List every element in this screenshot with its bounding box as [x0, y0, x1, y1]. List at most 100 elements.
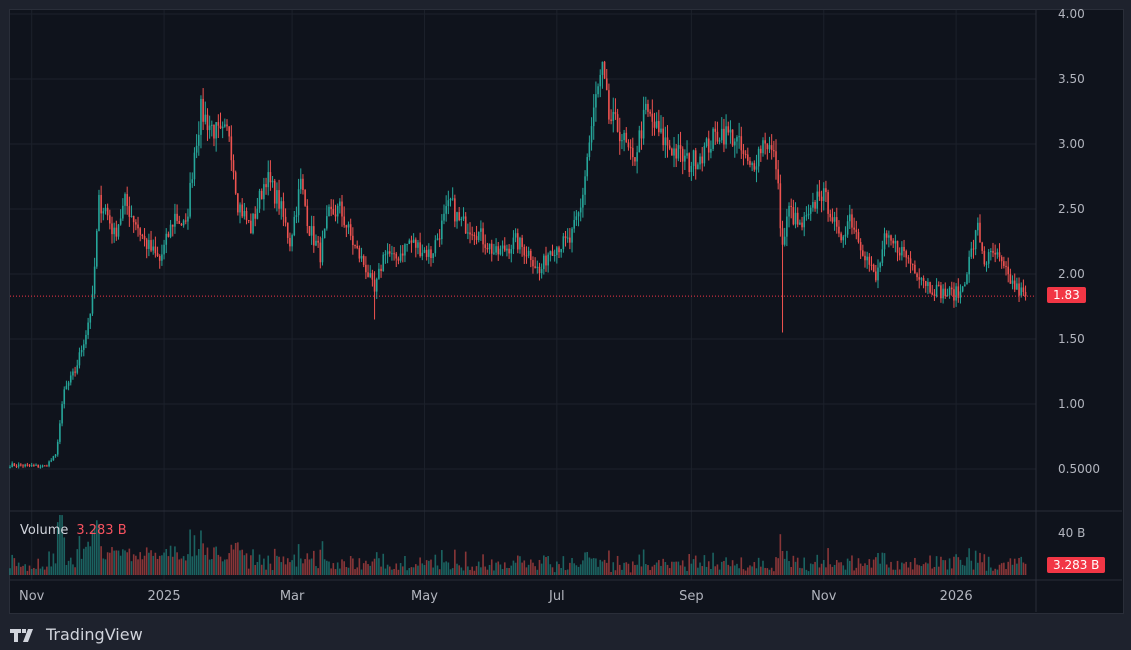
volume-bar — [556, 561, 558, 575]
volume-bar — [395, 563, 398, 575]
volume-bar — [232, 549, 235, 575]
volume-bar — [326, 560, 328, 575]
volume-bar — [67, 560, 70, 575]
candle-body — [1003, 261, 1005, 266]
volume-bar — [145, 547, 148, 575]
candle-body — [330, 206, 332, 210]
candle-body — [154, 246, 157, 254]
volume-bar — [167, 556, 170, 575]
volume-bar — [202, 543, 204, 575]
candle-body — [1018, 283, 1020, 296]
volume-bar — [197, 548, 200, 575]
candle-body — [80, 349, 83, 353]
candle-body — [588, 142, 591, 158]
candle-body — [336, 205, 339, 217]
candle-body — [577, 212, 580, 217]
candle-body — [549, 251, 552, 255]
candle-body — [30, 465, 33, 467]
candle-body — [532, 260, 534, 267]
volume-bar — [56, 522, 59, 575]
candle-body — [76, 365, 79, 373]
candle-body — [265, 184, 267, 188]
volume-bar — [308, 559, 311, 575]
volume-bar — [875, 557, 877, 575]
volume-bar — [749, 565, 751, 575]
candle-body — [165, 233, 168, 245]
volume-bar — [671, 561, 673, 575]
candle-body — [50, 460, 53, 462]
candle-body — [425, 249, 428, 257]
candle-body — [458, 212, 460, 221]
tradingview-logo[interactable]: TradingView — [10, 625, 143, 644]
volume-bar — [729, 566, 732, 575]
volume-bar — [467, 566, 469, 575]
candle-body — [211, 124, 213, 126]
chart-frame[interactable] — [9, 9, 1124, 614]
candle-body — [399, 253, 402, 261]
volume-bar — [299, 558, 302, 575]
candle-body — [651, 113, 654, 122]
volume-bar — [78, 536, 81, 575]
volume-bar — [645, 564, 647, 575]
candle-body — [566, 237, 569, 239]
volume-bar — [284, 564, 287, 575]
volume-bar — [601, 561, 604, 575]
volume-bar — [208, 559, 211, 575]
volume-bar — [174, 546, 176, 575]
candle-body — [503, 245, 506, 251]
volume-bar — [267, 555, 270, 575]
volume-bar — [853, 570, 855, 575]
volume-bar — [184, 560, 187, 575]
candle-body — [332, 209, 335, 215]
candle-body — [729, 129, 732, 133]
volume-bar — [113, 550, 115, 575]
candle-body — [673, 148, 675, 156]
candle-body — [875, 271, 877, 281]
volume-bar — [649, 570, 651, 575]
candle-body — [367, 272, 369, 277]
volume-bar — [343, 561, 345, 575]
candle-body — [369, 273, 372, 277]
candle-body — [920, 278, 923, 280]
volume-bar — [393, 568, 395, 575]
candle-body — [944, 288, 947, 297]
candle-body — [111, 223, 113, 235]
candle-body — [783, 236, 786, 245]
volume-bar — [618, 564, 621, 575]
volume-bar — [33, 567, 35, 575]
volume-bar — [1003, 562, 1005, 575]
candle-body — [911, 263, 914, 265]
volume-bar — [731, 560, 734, 575]
candle-body — [851, 214, 853, 228]
volume-bar — [226, 559, 228, 575]
volume-bar — [720, 561, 723, 575]
volume-bar — [779, 534, 782, 575]
candle-body — [543, 255, 545, 270]
candle-body — [603, 61, 606, 79]
candle-body — [538, 266, 541, 274]
volume-bar — [61, 515, 63, 575]
volume-bar — [289, 562, 291, 575]
candle-body — [365, 264, 367, 273]
volume-bar — [286, 558, 289, 575]
volume-bar — [91, 531, 94, 575]
candle-body — [990, 250, 992, 253]
candle-body — [174, 213, 176, 227]
volume-bar — [256, 561, 259, 575]
candle-body — [423, 249, 426, 253]
volume-bar — [740, 557, 743, 575]
candle-body — [141, 234, 144, 237]
candle-body — [293, 216, 296, 236]
volume-bar — [625, 562, 628, 575]
volume-bar — [475, 566, 478, 575]
candle-body — [799, 222, 801, 225]
candle-body — [13, 463, 16, 467]
volume-bar — [375, 552, 378, 575]
volume-bar — [579, 564, 582, 575]
candle-body — [608, 90, 610, 120]
volume-bar — [480, 567, 482, 575]
candle-body — [866, 256, 868, 261]
candle-body — [267, 172, 270, 188]
candle-body — [801, 222, 803, 228]
